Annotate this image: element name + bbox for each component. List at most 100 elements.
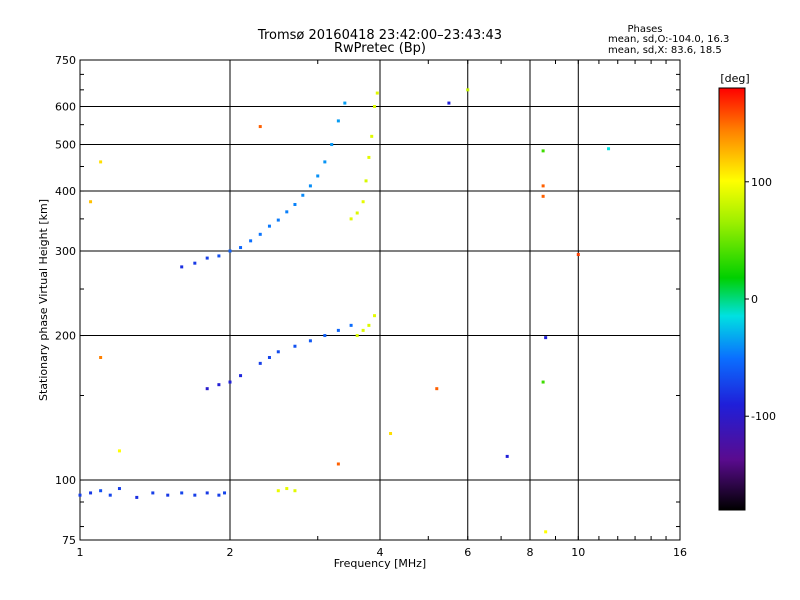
data-point: [336, 119, 340, 123]
data-point: [370, 134, 374, 138]
data-point: [349, 323, 353, 327]
data-point: [228, 249, 232, 253]
colorbar-tick-label: 0: [751, 293, 758, 306]
y-tick-label: 200: [55, 330, 76, 343]
data-point: [373, 105, 377, 109]
x-tick-label: 8: [527, 546, 534, 559]
data-point: [193, 493, 197, 497]
y-tick-label: 600: [55, 101, 76, 114]
x-tick-label: 4: [377, 546, 384, 559]
data-point: [99, 355, 103, 359]
y-tick-label: 300: [55, 245, 76, 258]
data-point: [78, 493, 82, 497]
y-tick-label: 75: [62, 534, 76, 547]
data-point: [89, 491, 93, 495]
data-point: [267, 355, 271, 359]
data-point: [166, 493, 170, 497]
x-axis-ticks: 1 2 4 6 8 10 16: [77, 60, 687, 559]
data-point: [544, 530, 548, 534]
x-axis-label: Frequency [MHz]: [334, 557, 426, 570]
data-point: [276, 350, 280, 354]
grid-lines: [80, 60, 680, 540]
data-point: [293, 344, 297, 348]
y-axis-label: Stationary phase Virtual Height [km]: [37, 199, 50, 401]
data-point: [541, 184, 545, 188]
data-point: [435, 387, 439, 391]
data-point: [367, 155, 371, 159]
data-point: [447, 101, 451, 105]
data-point: [249, 239, 253, 243]
data-point: [223, 491, 227, 495]
data-point: [541, 149, 545, 153]
colorbar-label: [deg]: [720, 72, 749, 85]
data-point: [301, 193, 305, 197]
y-tick-label: 100: [55, 474, 76, 487]
data-point: [373, 314, 377, 318]
data-point: [217, 383, 221, 387]
data-point: [151, 491, 155, 495]
data-point: [361, 200, 365, 204]
data-point: [364, 179, 368, 183]
data-point: [323, 160, 327, 164]
data-point: [308, 339, 312, 343]
phases-o-line: mean, sd,O:-104.0, 16.3: [608, 34, 729, 45]
data-point: [239, 246, 243, 250]
data-point: [349, 217, 353, 221]
data-point: [205, 387, 209, 391]
data-point: [293, 489, 297, 493]
data-point: [205, 256, 209, 260]
data-point: [330, 143, 334, 147]
data-point: [99, 489, 103, 493]
y-tick-label: 500: [55, 139, 76, 152]
data-point: [355, 211, 359, 215]
data-point: [135, 495, 139, 499]
data-point: [193, 261, 197, 265]
y-axis-ticks: 75 100 200 300 400 500 600 750: [55, 54, 680, 547]
data-point: [541, 380, 545, 384]
colorbar-tick-label: 100: [751, 176, 772, 189]
data-point: [228, 380, 232, 384]
data-point: [466, 88, 470, 92]
data-point: [541, 194, 545, 198]
data-point: [607, 147, 611, 151]
data-point: [367, 323, 371, 327]
data-point: [375, 91, 379, 95]
x-tick-label: 16: [673, 546, 687, 559]
data-point: [336, 328, 340, 332]
data-point: [239, 374, 243, 378]
data-point: [117, 487, 121, 491]
data-point: [505, 454, 509, 458]
data-point: [355, 334, 359, 338]
x-tick-label: 6: [464, 546, 471, 559]
data-point: [576, 253, 580, 257]
data-points: [78, 88, 611, 534]
chart-title: Tromsø 20160418 23:42:00–23:43:43: [257, 28, 502, 43]
colorbar-ticks: 100 0 -100: [745, 176, 776, 423]
y-tick-label: 750: [55, 54, 76, 67]
x-tick-label: 2: [227, 546, 234, 559]
data-point: [544, 336, 548, 340]
data-point: [205, 491, 209, 495]
data-point: [343, 101, 347, 105]
data-point: [99, 160, 103, 164]
phases-x-line: mean, sd,X: 83.6, 18.5: [608, 45, 722, 56]
data-point: [217, 493, 221, 497]
data-point: [89, 200, 93, 204]
data-point: [276, 489, 280, 493]
data-point: [117, 449, 121, 453]
data-point: [316, 174, 320, 178]
data-point: [258, 232, 262, 236]
data-point: [361, 328, 365, 332]
x-tick-label: 1: [77, 546, 84, 559]
y-tick-label: 400: [55, 185, 76, 198]
colorbar-tick-label: -100: [751, 410, 776, 423]
phases-heading: Phases: [627, 24, 662, 35]
data-point: [285, 210, 289, 214]
data-point: [258, 361, 262, 365]
data-point: [285, 487, 289, 491]
data-point: [336, 462, 340, 466]
data-point: [389, 432, 393, 436]
chart-subtitle: RwPretec (Bp): [334, 41, 426, 56]
data-point: [258, 125, 262, 129]
